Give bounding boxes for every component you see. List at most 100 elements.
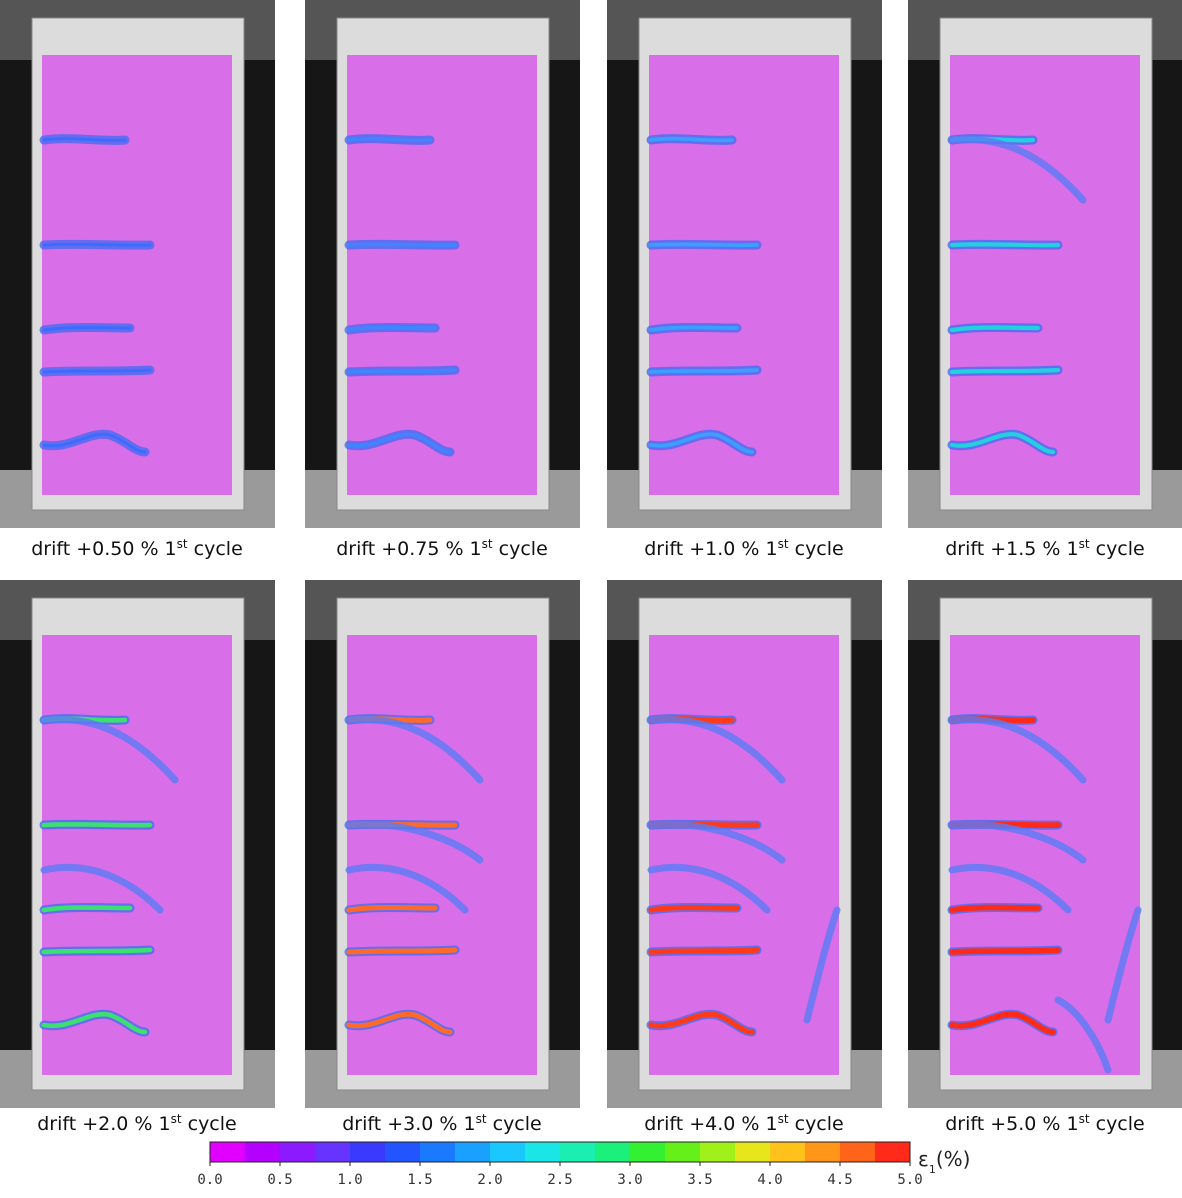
crack-core [42,137,127,142]
panel: drift +4.0 % 1st cycle [607,580,882,1135]
crack [948,820,1087,864]
colorbar-segment [805,1142,841,1162]
crack [40,715,179,784]
crack-core [347,432,452,454]
caption-text: drift +1.5 % 1 [945,538,1078,560]
colorbar-segment [315,1142,351,1162]
crack [345,715,484,784]
colorbar-segment [595,1142,631,1162]
colorbar-tick-label: 1.0 [337,1172,362,1188]
colorbar-segment [700,1142,736,1162]
caption-sup: st [778,537,789,551]
crack-core [41,947,153,955]
crack-core [649,325,739,332]
crack [345,863,469,914]
crack [647,820,786,864]
caption-sup: st [482,537,493,551]
caption-suffix: cycle [182,1113,237,1135]
caption-text: drift +4.0 % 1 [644,1113,777,1135]
crack [647,715,786,784]
strain-field [347,635,537,1075]
colorbar-segment [420,1142,456,1162]
crack-core [347,242,457,247]
crack-core [949,432,1056,455]
crack-core [648,904,740,913]
strain-field [42,635,232,1075]
colorbar-segment [245,1142,281,1162]
colorbar-segment [630,1142,666,1162]
crack [803,906,841,1024]
caption: drift +1.0 % 1st cycle [644,537,843,560]
crack [345,820,484,864]
caption-sup: st [476,1112,487,1126]
caption: drift +5.0 % 1st cycle [945,1112,1144,1135]
colorbar-segment [350,1142,386,1162]
caption-text: drift +3.0 % 1 [342,1113,475,1135]
crack-core [648,1011,755,1035]
strain-field [347,55,537,495]
crack [1104,906,1142,1024]
colorbar-segment [490,1142,526,1162]
crack-core [347,325,437,332]
strain-field [42,55,232,495]
caption: drift +2.0 % 1st cycle [37,1112,236,1135]
caption-text: drift +5.0 % 1 [945,1113,1078,1135]
colorbar-segment [840,1142,876,1162]
colorbar-segment [875,1142,911,1162]
colorbar-tick-label: 2.5 [547,1172,572,1188]
crack-core [41,821,153,828]
crack-core [42,432,147,454]
caption-suffix: cycle [188,538,243,560]
caption: drift +0.75 % 1st cycle [336,537,548,560]
crack-core [649,242,759,248]
colorbar-segment [665,1142,701,1162]
colorbar-tick-label: 0.0 [197,1172,222,1188]
crack-core [949,1011,1056,1035]
panel: drift +1.5 % 1st cycle [908,0,1182,560]
colorbar-segment [560,1142,596,1162]
crack [948,863,1072,914]
caption-suffix: cycle [487,1113,542,1135]
caption-text: drift +0.50 % 1 [31,538,176,560]
crack-core [42,326,132,332]
caption-text: drift +2.0 % 1 [37,1113,170,1135]
crack-core [649,432,754,454]
crack-core [346,947,458,955]
strain-field [649,55,839,495]
caption-sup: st [171,1112,182,1126]
crack [647,863,771,914]
colorbar-segment [525,1142,561,1162]
colorbar-tick-label: 5.0 [897,1172,922,1188]
caption-sup: st [177,537,188,551]
caption-suffix: cycle [1090,1113,1145,1135]
colorbar-label: ε1(%) [918,1147,970,1176]
crack-core [42,368,152,374]
caption-sup: st [778,1112,789,1126]
caption-sup: st [1079,1112,1090,1126]
crack-core [347,136,432,143]
colorbar-tick-label: 4.0 [757,1172,782,1188]
panel: drift +1.0 % 1st cycle [607,0,882,560]
colorbar-segment [770,1142,806,1162]
crack-core [649,136,734,143]
caption-suffix: cycle [493,538,548,560]
crack-core [347,368,457,374]
crack [948,135,1087,204]
crack-core [346,905,438,913]
panel: drift +0.75 % 1st cycle [305,0,580,560]
caption: drift +0.50 % 1st cycle [31,537,243,560]
colorbar-tick-label: 2.0 [477,1172,502,1188]
crack-core [41,1011,148,1035]
colorbar-segment [735,1142,771,1162]
colorbar-segment [280,1142,316,1162]
caption-suffix: cycle [789,538,844,560]
colorbar-segment [210,1142,246,1162]
colorbar-segment [385,1142,421,1162]
strain-field [950,635,1140,1075]
crack-core [949,367,1061,375]
caption-text: drift +1.0 % 1 [644,538,777,560]
crack-core [648,947,760,955]
crack-core [346,1011,453,1035]
label-symbol: ε [918,1147,929,1171]
